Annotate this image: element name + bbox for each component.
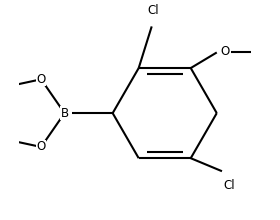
Text: O: O	[36, 140, 46, 154]
Text: O: O	[36, 73, 46, 86]
Text: B: B	[60, 107, 69, 120]
Text: O: O	[221, 45, 230, 58]
Text: Cl: Cl	[223, 179, 235, 192]
Text: Cl: Cl	[147, 4, 159, 17]
